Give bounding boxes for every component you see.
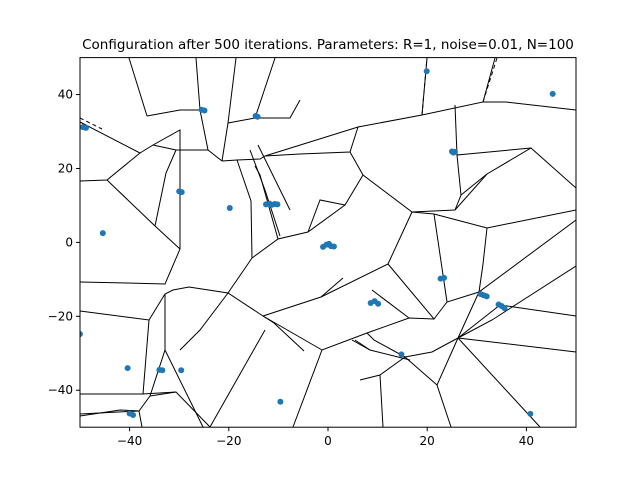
data-point: [82, 124, 89, 131]
x-tick-label: 40: [519, 434, 534, 448]
y-tick-label: 20: [58, 161, 73, 175]
data-point: [451, 148, 458, 155]
y-axis: −40 −20 0 20 40: [48, 88, 80, 397]
y-tick-label: −40: [48, 383, 73, 397]
data-point: [99, 230, 106, 237]
y-tick-label: 0: [65, 235, 73, 249]
x-tick-label: −20: [216, 434, 241, 448]
data-point: [483, 293, 490, 300]
data-point: [124, 365, 131, 372]
data-point: [277, 398, 284, 405]
y-tick-label: −20: [48, 309, 73, 323]
data-point: [80, 331, 83, 338]
data-point: [330, 243, 337, 250]
data-point: [441, 274, 448, 281]
data-point: [527, 410, 534, 417]
data-point: [423, 68, 430, 75]
x-tick-label: 20: [420, 434, 435, 448]
data-point: [201, 107, 208, 114]
data-point: [178, 367, 185, 374]
data-point: [178, 189, 185, 196]
y-tick-label: 40: [58, 88, 73, 102]
voronoi-unbounded-edges: [80, 57, 498, 130]
x-axis: −40 −20 0 20 40: [117, 427, 534, 448]
data-point: [375, 300, 382, 307]
x-tick-label: −40: [117, 434, 142, 448]
data-point: [130, 412, 137, 419]
chart-title: Configuration after 500 iterations. Para…: [82, 37, 574, 53]
data-point: [501, 305, 508, 312]
data-point: [226, 205, 233, 212]
data-point: [254, 113, 261, 120]
data-point: [549, 90, 556, 97]
x-tick-label: 0: [324, 434, 332, 448]
data-point: [159, 367, 166, 374]
data-point: [398, 351, 405, 358]
data-point: [274, 201, 281, 208]
scatter-points: [80, 68, 556, 419]
